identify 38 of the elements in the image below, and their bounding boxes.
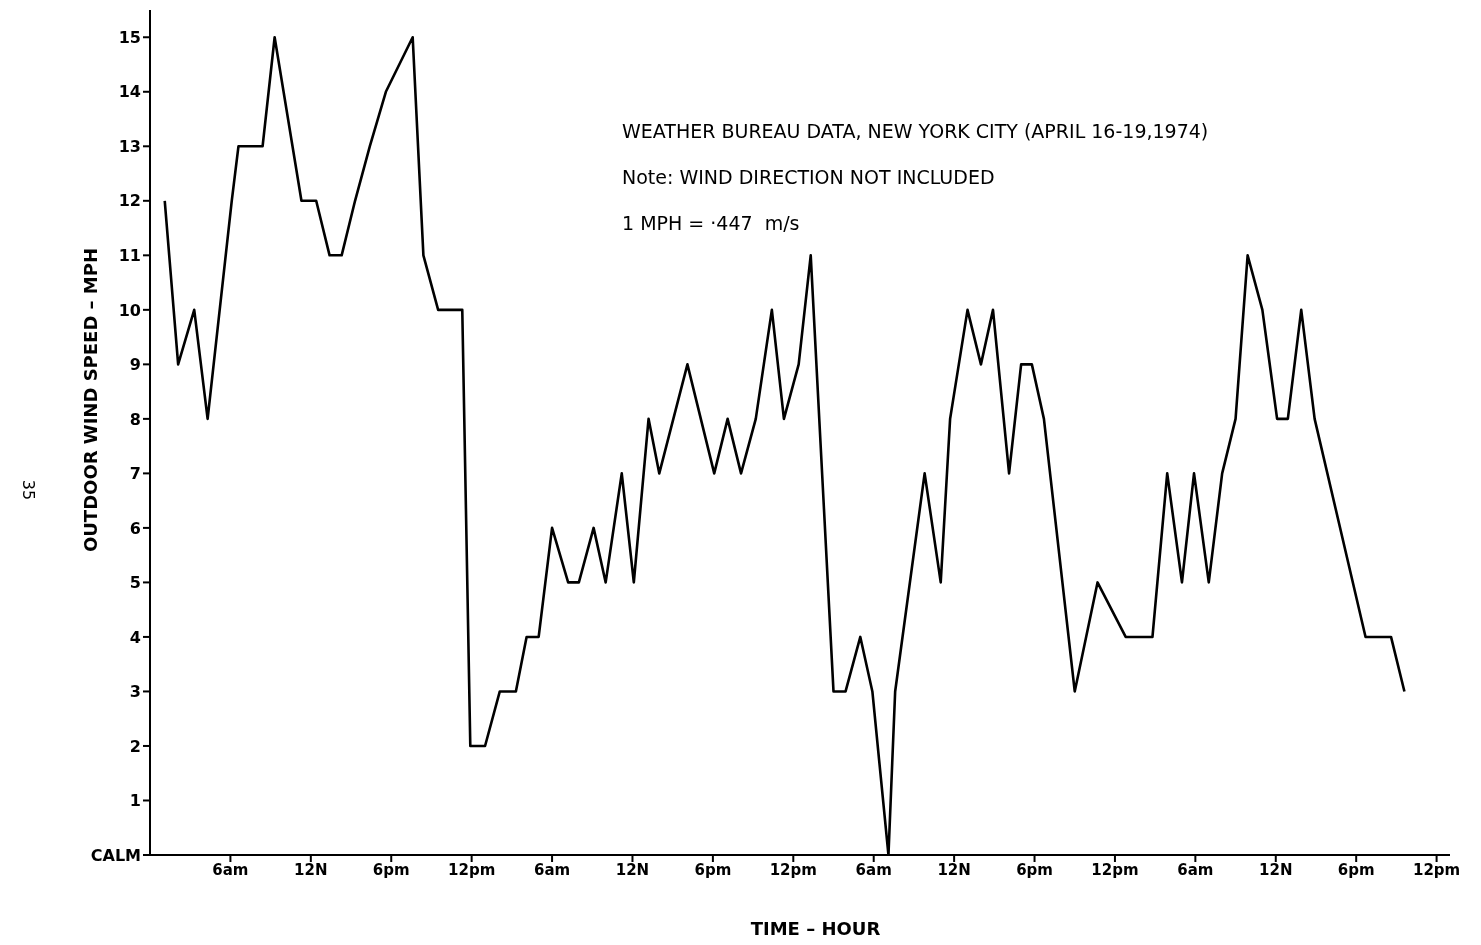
x-tick-label: 6am xyxy=(212,860,249,879)
y-tick-label: 12 xyxy=(118,191,141,211)
y-tick-label: CALM xyxy=(90,845,141,865)
annotation: 1 MPH = ·447 m/s xyxy=(622,212,800,234)
x-tick-label: 12pm xyxy=(769,860,817,879)
x-tick-label: 12N xyxy=(294,860,328,879)
x-tick-label: 6am xyxy=(1177,860,1214,879)
y-tick-label: 5 xyxy=(129,573,141,593)
y-tick-label: 15 xyxy=(118,27,141,47)
y-tick-label: 7 xyxy=(129,464,141,484)
x-tick-label: 12N xyxy=(615,860,650,879)
y-tick-label: 14 xyxy=(118,82,141,102)
y-tick-label: 3 xyxy=(129,682,141,702)
y-tick-label: 4 xyxy=(129,627,141,647)
x-tick-label: 12N xyxy=(1259,860,1293,879)
y-tick-label: 8 xyxy=(129,409,141,429)
x-tick-label: 12pm xyxy=(448,860,496,879)
y-tick-label: 11 xyxy=(118,246,141,265)
y-axis-title: OUTDOOR WIND SPEED – MPH xyxy=(79,247,101,553)
x-axis-title: TIME – HOUR xyxy=(749,918,882,939)
y-tick-label: 9 xyxy=(129,355,141,375)
x-tick-label: 12pm xyxy=(1412,860,1461,879)
x-tick-label: 6pm xyxy=(1016,860,1053,879)
text: 35 xyxy=(18,479,38,501)
x-tick-label: 12pm xyxy=(1091,860,1139,879)
x-tick-label: 6pm xyxy=(694,860,732,879)
y-tick-label: 6 xyxy=(129,518,141,538)
y-tick-label: 10 xyxy=(118,300,141,320)
annotation: Note: WIND DIRECTION NOT INCLUDED xyxy=(622,166,995,188)
x-tick-label: 6pm xyxy=(1337,860,1375,879)
x-tick-label: 6am xyxy=(533,860,571,879)
y-tick-label: 1 xyxy=(129,791,141,811)
x-tick-label: 6pm xyxy=(372,860,410,879)
annotation: WEATHER BUREAU DATA, NEW YORK CITY (APRIL 16-19,1974) xyxy=(622,120,1209,142)
y-tick-label: 13 xyxy=(118,136,141,156)
x-tick-label: 6am xyxy=(855,860,892,879)
x-tick-label: 12N xyxy=(937,860,971,879)
y-tick-label: 2 xyxy=(129,736,141,756)
